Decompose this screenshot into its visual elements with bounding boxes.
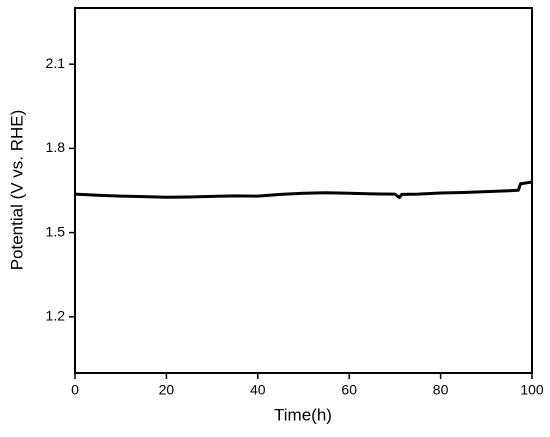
x-tick-label: 20	[159, 382, 175, 398]
x-tick-label: 80	[433, 382, 449, 398]
y-tick-label: 1.5	[46, 223, 66, 239]
x-tick-label: 60	[341, 382, 357, 398]
y-tick-label: 1.2	[46, 308, 66, 324]
x-tick-label: 0	[71, 382, 79, 398]
y-axis-label: Potential (V vs. RHE)	[7, 110, 26, 271]
x-tick-label: 100	[520, 382, 544, 398]
y-tick-label: 1.8	[46, 139, 66, 155]
x-axis-label: Time(h)	[274, 405, 332, 424]
y-tick-label: 2.1	[46, 55, 66, 71]
x-tick-label: 40	[250, 382, 266, 398]
data-line	[74, 180, 533, 200]
plot-frame	[74, 7, 533, 374]
